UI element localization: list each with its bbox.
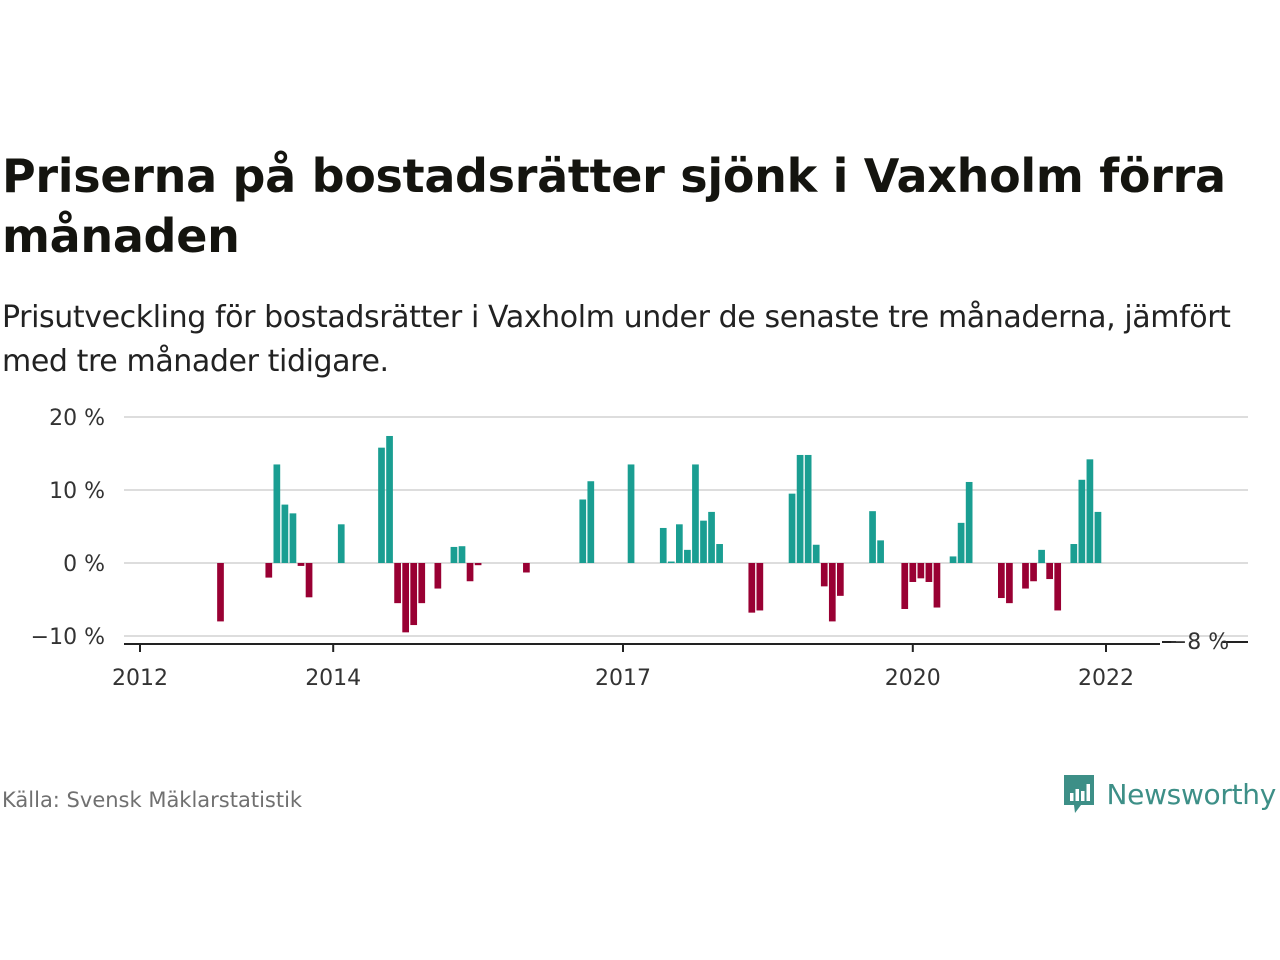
bar xyxy=(579,499,587,563)
bar xyxy=(273,464,281,563)
source-note: Källa: Svensk Mäklarstatistik xyxy=(2,788,303,812)
last-value-label: −8 % xyxy=(1169,630,1229,655)
bar xyxy=(756,563,764,611)
bar xyxy=(925,563,933,582)
bar xyxy=(909,563,917,582)
bar xyxy=(587,481,595,563)
bar xyxy=(667,561,675,564)
bar xyxy=(305,563,313,598)
bar xyxy=(410,563,418,626)
newsworthy-logo[interactable]: Newsworthy xyxy=(1061,772,1277,816)
newsworthy-icon xyxy=(1063,775,1094,813)
bar xyxy=(812,544,820,563)
bar xyxy=(466,563,474,582)
x-tick-label: 2022 xyxy=(1078,666,1134,691)
bar xyxy=(418,563,426,604)
bar xyxy=(804,454,812,563)
y-axis-labels: 20 % 10 % 0 % −10 % xyxy=(31,406,105,650)
x-tick-label: 2014 xyxy=(305,666,361,691)
bar xyxy=(837,563,844,596)
y-tick-label: 0 % xyxy=(63,552,105,577)
bar xyxy=(1094,511,1102,563)
bar xyxy=(957,522,965,563)
bar xyxy=(1022,563,1029,589)
bar xyxy=(748,563,756,613)
bar-chart: 20 % 10 % 0 % −10 % 2012 2014 2017 2020 2022 −8… xyxy=(31,406,1248,691)
bar xyxy=(676,524,683,563)
bars xyxy=(217,435,1102,633)
bar xyxy=(692,464,699,563)
y-tick-label: −10 % xyxy=(31,625,105,650)
bar xyxy=(386,435,393,563)
chart-subtitle: Prisutveckling för bostadsrätter i Vaxho… xyxy=(2,300,1231,379)
bar xyxy=(1030,563,1037,582)
bar xyxy=(659,527,667,563)
brand-name: Newsworthy xyxy=(1106,777,1277,811)
bar xyxy=(1070,544,1078,563)
bar xyxy=(1078,479,1086,563)
bar xyxy=(788,493,796,563)
bar xyxy=(337,524,345,563)
bar xyxy=(474,563,482,566)
x-axis xyxy=(124,643,1160,652)
chart-title: Priserna på bostadsrätter sjönk i Vaxhol… xyxy=(2,149,1226,263)
bar xyxy=(265,563,273,578)
bar xyxy=(217,563,224,622)
bar xyxy=(434,563,442,589)
bar xyxy=(828,563,836,622)
x-tick-label: 2017 xyxy=(595,666,651,691)
y-tick-label: 10 % xyxy=(49,479,105,504)
bar xyxy=(378,447,385,563)
bar xyxy=(297,563,305,566)
bar xyxy=(877,540,884,563)
bar xyxy=(869,511,876,563)
bar xyxy=(965,481,973,563)
bar xyxy=(820,563,828,587)
bar xyxy=(1086,459,1094,563)
bar xyxy=(708,511,715,563)
bar xyxy=(1046,563,1053,580)
bar xyxy=(949,556,957,563)
bar xyxy=(289,513,297,563)
bar xyxy=(458,546,466,563)
bar xyxy=(684,549,691,563)
bar xyxy=(402,563,409,633)
bar xyxy=(1054,563,1062,611)
x-tick-label: 2020 xyxy=(885,666,941,691)
bar xyxy=(627,464,635,563)
bar xyxy=(796,454,804,563)
bar xyxy=(450,546,458,563)
bar xyxy=(281,504,289,563)
bar xyxy=(700,520,707,563)
bar xyxy=(1006,563,1013,604)
bar xyxy=(917,563,925,579)
bar xyxy=(716,544,723,563)
x-tick-label: 2012 xyxy=(112,666,168,691)
last-value-annotation: −8 % xyxy=(1162,630,1248,655)
bar xyxy=(998,563,1005,599)
bar xyxy=(394,563,401,604)
bar xyxy=(933,563,941,608)
y-tick-label: 20 % xyxy=(49,406,105,431)
bar xyxy=(523,563,530,573)
bar xyxy=(901,563,909,609)
x-axis-labels: 2012 2014 2017 2020 2022 xyxy=(112,666,1134,691)
bar xyxy=(1038,549,1045,563)
